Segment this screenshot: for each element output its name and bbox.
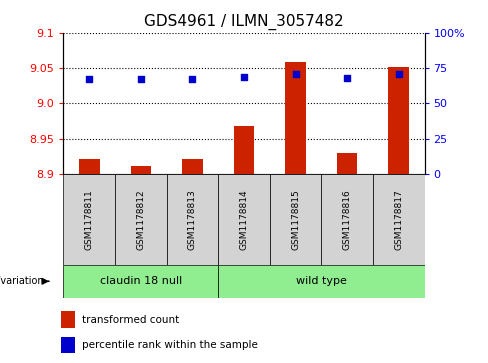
Text: genotype/variation: genotype/variation [0,276,44,286]
Bar [61,337,75,353]
Text: GSM1178813: GSM1178813 [188,189,197,250]
Text: GSM1178815: GSM1178815 [291,189,300,250]
Point [85,77,93,82]
Bar [218,174,270,265]
Text: wild type: wild type [296,276,347,286]
Bar [130,166,151,174]
Bar [337,153,358,174]
Bar [63,174,115,265]
Point [292,71,300,77]
Point [240,74,248,79]
Bar [166,174,218,265]
Bar [322,174,373,265]
Bar [218,265,425,298]
Text: GSM1178812: GSM1178812 [136,189,145,250]
Point [395,71,403,77]
Title: GDS4961 / ILMN_3057482: GDS4961 / ILMN_3057482 [144,14,344,30]
Text: GSM1178811: GSM1178811 [85,189,94,250]
Text: percentile rank within the sample: percentile rank within the sample [82,340,258,350]
Bar [115,174,166,265]
Bar [285,62,306,174]
Text: GSM1178817: GSM1178817 [394,189,403,250]
Bar [270,174,322,265]
Bar [61,311,75,328]
Text: GSM1178814: GSM1178814 [240,189,248,250]
Text: claudin 18 null: claudin 18 null [100,276,182,286]
Point [343,75,351,81]
Text: transformed count: transformed count [82,315,180,325]
Bar [79,159,100,174]
Bar [182,159,203,174]
Point [188,77,196,82]
Bar [388,67,409,174]
Bar [234,126,254,174]
Text: GSM1178816: GSM1178816 [343,189,352,250]
Bar [373,174,425,265]
Bar [63,265,218,298]
Point [137,77,145,82]
